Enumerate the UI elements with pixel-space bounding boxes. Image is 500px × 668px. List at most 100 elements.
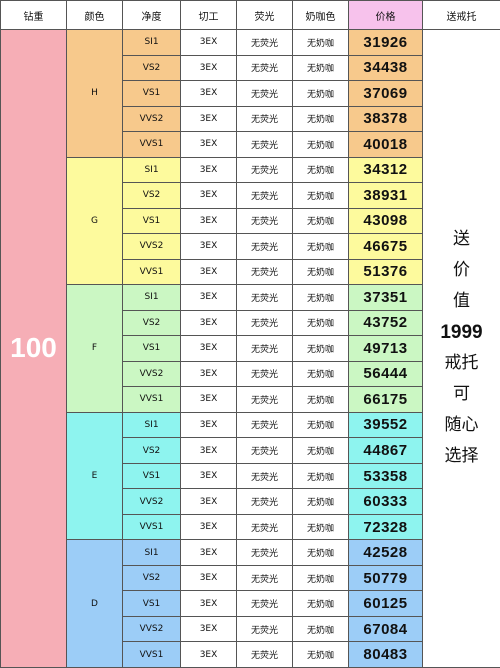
cut-cell: 3EX bbox=[181, 336, 237, 362]
fluorescence-cell: 无荧光 bbox=[237, 438, 293, 464]
color-grade-cell: H bbox=[67, 30, 123, 158]
cut-cell: 3EX bbox=[181, 591, 237, 617]
cut-cell: 3EX bbox=[181, 106, 237, 132]
clarity-cell: VVS2 bbox=[123, 361, 181, 387]
price-cell: 80483 bbox=[349, 642, 423, 668]
fluorescence-cell: 无荧光 bbox=[237, 463, 293, 489]
price-cell: 53358 bbox=[349, 463, 423, 489]
fluorescence-cell: 无荧光 bbox=[237, 591, 293, 617]
cut-cell: 3EX bbox=[181, 157, 237, 183]
cut-cell: 3EX bbox=[181, 438, 237, 464]
milky-cell: 无奶咖 bbox=[293, 30, 349, 56]
header-carat: 钻重 bbox=[1, 1, 67, 30]
cut-cell: 3EX bbox=[181, 208, 237, 234]
clarity-cell: VS2 bbox=[123, 55, 181, 81]
price-cell: 60125 bbox=[349, 591, 423, 617]
fluorescence-cell: 无荧光 bbox=[237, 616, 293, 642]
cut-cell: 3EX bbox=[181, 387, 237, 413]
price-cell: 31926 bbox=[349, 30, 423, 56]
cut-cell: 3EX bbox=[181, 310, 237, 336]
price-cell: 42528 bbox=[349, 540, 423, 566]
cut-cell: 3EX bbox=[181, 540, 237, 566]
gift-text-line: 选择 bbox=[423, 441, 500, 472]
milky-cell: 无奶咖 bbox=[293, 106, 349, 132]
price-cell: 49713 bbox=[349, 336, 423, 362]
milky-cell: 无奶咖 bbox=[293, 157, 349, 183]
fluorescence-cell: 无荧光 bbox=[237, 387, 293, 413]
fluorescence-cell: 无荧光 bbox=[237, 285, 293, 311]
price-cell: 37351 bbox=[349, 285, 423, 311]
gift-text-line: 价 bbox=[423, 255, 500, 286]
gift-text-line: 可 bbox=[423, 379, 500, 410]
milky-cell: 无奶咖 bbox=[293, 259, 349, 285]
fluorescence-cell: 无荧光 bbox=[237, 208, 293, 234]
price-cell: 72328 bbox=[349, 514, 423, 540]
clarity-cell: VVS2 bbox=[123, 616, 181, 642]
cut-cell: 3EX bbox=[181, 132, 237, 158]
milky-cell: 无奶咖 bbox=[293, 234, 349, 260]
milky-cell: 无奶咖 bbox=[293, 642, 349, 668]
clarity-cell: VVS1 bbox=[123, 387, 181, 413]
cut-cell: 3EX bbox=[181, 463, 237, 489]
cut-cell: 3EX bbox=[181, 642, 237, 668]
milky-cell: 无奶咖 bbox=[293, 361, 349, 387]
milky-cell: 无奶咖 bbox=[293, 514, 349, 540]
clarity-cell: VVS1 bbox=[123, 259, 181, 285]
cut-cell: 3EX bbox=[181, 30, 237, 56]
price-cell: 44867 bbox=[349, 438, 423, 464]
fluorescence-cell: 无荧光 bbox=[237, 106, 293, 132]
clarity-cell: VS1 bbox=[123, 336, 181, 362]
clarity-cell: VS1 bbox=[123, 81, 181, 107]
header-milky: 奶咖色 bbox=[293, 1, 349, 30]
header-row: 钻重 颜色 净度 切工 荧光 奶咖色 价格 送戒托 bbox=[1, 1, 500, 30]
price-cell: 37069 bbox=[349, 81, 423, 107]
cut-cell: 3EX bbox=[181, 361, 237, 387]
price-cell: 43752 bbox=[349, 310, 423, 336]
milky-cell: 无奶咖 bbox=[293, 489, 349, 515]
header-color: 颜色 bbox=[67, 1, 123, 30]
fluorescence-cell: 无荧光 bbox=[237, 642, 293, 668]
cut-cell: 3EX bbox=[181, 489, 237, 515]
milky-cell: 无奶咖 bbox=[293, 565, 349, 591]
fluorescence-cell: 无荧光 bbox=[237, 412, 293, 438]
cut-cell: 3EX bbox=[181, 183, 237, 209]
color-grade-cell: D bbox=[67, 540, 123, 668]
clarity-cell: VS2 bbox=[123, 183, 181, 209]
clarity-cell: VVS1 bbox=[123, 132, 181, 158]
clarity-cell: SI1 bbox=[123, 412, 181, 438]
color-grade-cell: F bbox=[67, 285, 123, 413]
price-cell: 43098 bbox=[349, 208, 423, 234]
gift-text-line: 1999 bbox=[423, 317, 500, 348]
price-cell: 40018 bbox=[349, 132, 423, 158]
header-fluorescence: 荧光 bbox=[237, 1, 293, 30]
milky-cell: 无奶咖 bbox=[293, 387, 349, 413]
clarity-cell: VS2 bbox=[123, 310, 181, 336]
milky-cell: 无奶咖 bbox=[293, 55, 349, 81]
gift-text-line: 值 bbox=[423, 286, 500, 317]
clarity-cell: VVS2 bbox=[123, 106, 181, 132]
clarity-cell: SI1 bbox=[123, 540, 181, 566]
header-clarity: 净度 bbox=[123, 1, 181, 30]
clarity-cell: VS1 bbox=[123, 463, 181, 489]
fluorescence-cell: 无荧光 bbox=[237, 183, 293, 209]
cut-cell: 3EX bbox=[181, 616, 237, 642]
price-cell: 39552 bbox=[349, 412, 423, 438]
clarity-cell: VVS2 bbox=[123, 489, 181, 515]
clarity-cell: VVS1 bbox=[123, 514, 181, 540]
header-price: 价格 bbox=[349, 1, 423, 30]
color-grade-cell: G bbox=[67, 157, 123, 285]
price-cell: 38378 bbox=[349, 106, 423, 132]
fluorescence-cell: 无荧光 bbox=[237, 540, 293, 566]
gift-text-line: 送 bbox=[423, 224, 500, 255]
cut-cell: 3EX bbox=[181, 412, 237, 438]
clarity-cell: SI1 bbox=[123, 30, 181, 56]
header-cut: 切工 bbox=[181, 1, 237, 30]
milky-cell: 无奶咖 bbox=[293, 81, 349, 107]
price-cell: 66175 bbox=[349, 387, 423, 413]
clarity-cell: VS2 bbox=[123, 438, 181, 464]
milky-cell: 无奶咖 bbox=[293, 438, 349, 464]
fluorescence-cell: 无荧光 bbox=[237, 157, 293, 183]
clarity-cell: VS1 bbox=[123, 208, 181, 234]
